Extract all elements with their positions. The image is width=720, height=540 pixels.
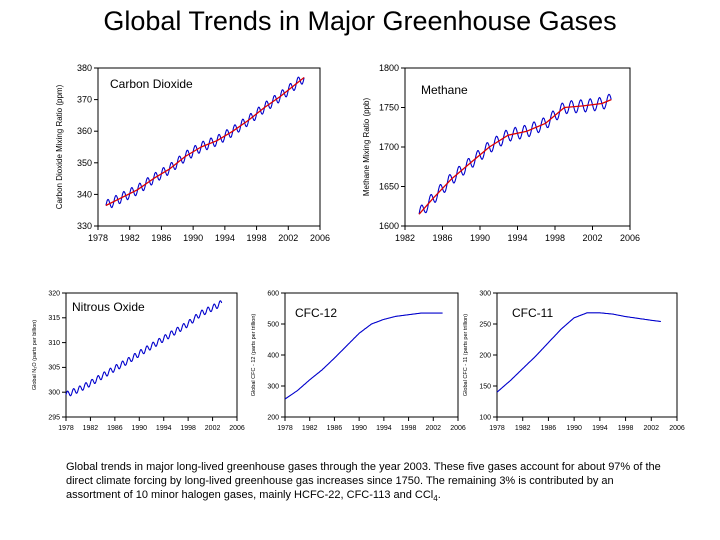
ch4-xtick-label: 1982 <box>395 233 415 243</box>
ch4-xtick-label: 2002 <box>582 233 602 243</box>
ch4-ytick-label: 1800 <box>379 63 399 73</box>
co2-xtick-label: 2006 <box>310 233 330 243</box>
co2-xtick-label: 2002 <box>278 233 298 243</box>
co2-plot-frame <box>97 67 321 227</box>
n2o-data-line <box>65 300 223 397</box>
cfc12-ytick-label: 200 <box>267 414 279 421</box>
n2o-xtick-label: 1990 <box>131 425 147 432</box>
cfc12-xtick-label: 1994 <box>376 425 392 432</box>
n2o-chart-title: Nitrous Oxide <box>72 300 145 314</box>
cfc11-chart-title: CFC-11 <box>512 306 553 320</box>
n2o-plot-frame <box>65 292 238 418</box>
ch4-ytick-label: 1600 <box>379 221 399 231</box>
ch4-xtick-label: 2006 <box>620 233 640 243</box>
co2-xtick-label: 1994 <box>215 233 235 243</box>
cfc12-xtick-label: 1990 <box>351 425 367 432</box>
ch4-xtick-label: 1986 <box>432 233 452 243</box>
co2-xtick-label: 1982 <box>120 233 140 243</box>
n2o-y-axis-label: Global N₂O (parts per billion) <box>32 320 38 390</box>
ch4-chart-title: Methane <box>421 83 468 97</box>
co2-ytick-label: 360 <box>77 126 92 136</box>
n2o-xtick-label: 1998 <box>180 425 196 432</box>
ch4-y-axis-label: Methane Mixing Ratio (ppb) <box>362 98 371 197</box>
cfc12-xtick-label: 2006 <box>450 425 466 432</box>
cfc11-ytick-label: 300 <box>479 290 491 297</box>
ch4-xtick-label: 1994 <box>507 233 527 243</box>
n2o-xtick-label: 2002 <box>205 425 221 432</box>
ch4-ytick-label: 1750 <box>379 103 399 113</box>
caption-subscript: 4 <box>433 494 438 504</box>
n2o-xtick-label: 1978 <box>58 425 74 432</box>
cfc12-data-line <box>284 312 443 400</box>
co2-ytick-label: 380 <box>77 63 92 73</box>
figure-caption: Global trends in major long-lived greenh… <box>66 460 666 506</box>
cfc11-xtick-label: 1978 <box>489 425 505 432</box>
ch4-data-line <box>418 93 612 215</box>
co2-chart-title: Carbon Dioxide <box>110 77 193 91</box>
cfc11-ytick-label: 100 <box>479 414 491 421</box>
co2-ytick-label: 350 <box>77 158 92 168</box>
co2-ytick-label: 340 <box>77 189 92 199</box>
cfc12-xtick-label: 1978 <box>277 425 293 432</box>
ch4-xtick-label: 1998 <box>545 233 565 243</box>
caption-end: . <box>437 489 441 501</box>
n2o-xtick-label: 1994 <box>156 425 172 432</box>
cfc11-xtick-label: 1982 <box>515 425 531 432</box>
cfc11-ytick-label: 200 <box>479 352 491 359</box>
co2-xtick-label: 1986 <box>151 233 171 243</box>
cfc11-ytick-label: 250 <box>479 321 491 328</box>
cfc11-xtick-label: 1986 <box>541 425 557 432</box>
n2o-ytick-label: 305 <box>48 365 60 372</box>
caption-text: Global trends in major long-lived greenh… <box>66 461 661 501</box>
cfc11-xtick-label: 2002 <box>643 425 659 432</box>
co2-ytick-label: 370 <box>77 95 92 105</box>
cfc12-xtick-label: 1982 <box>302 425 318 432</box>
n2o-ytick-label: 300 <box>48 390 60 397</box>
n2o-ytick-label: 295 <box>48 414 60 421</box>
n2o-xtick-label: 2006 <box>229 425 245 432</box>
co2-ytick-label: 330 <box>77 221 92 231</box>
co2-trend-line <box>105 76 305 207</box>
page-title: Global Trends in Major Greenhouse Gases <box>103 6 617 36</box>
co2-xtick-label: 1998 <box>247 233 267 243</box>
n2o-xtick-label: 1982 <box>83 425 99 432</box>
cfc12-ytick-label: 300 <box>267 383 279 390</box>
cfc12-ytick-label: 500 <box>267 321 279 328</box>
cfc12-xtick-label: 1998 <box>401 425 417 432</box>
ch4-xtick-label: 1990 <box>470 233 490 243</box>
cfc12-xtick-label: 1986 <box>327 425 343 432</box>
co2-xtick-label: 1990 <box>183 233 203 243</box>
cfc12-chart-title: CFC-12 <box>295 306 337 320</box>
co2-y-axis-label: Carbon Dioxide Mixing Ratio (ppm) <box>55 84 64 209</box>
n2o-ytick-label: 320 <box>48 290 60 297</box>
cfc12-ytick-label: 600 <box>267 290 279 297</box>
cfc11-xtick-label: 1998 <box>618 425 634 432</box>
ch4-trend-line <box>418 98 612 215</box>
cfc12-ytick-label: 400 <box>267 352 279 359</box>
ch4-ytick-label: 1650 <box>379 182 399 192</box>
cfc11-xtick-label: 1990 <box>566 425 582 432</box>
n2o-ytick-label: 310 <box>48 340 60 347</box>
cfc11-xtick-label: 2006 <box>669 425 685 432</box>
co2-xtick-label: 1978 <box>88 233 108 243</box>
cfc11-xtick-label: 1994 <box>592 425 608 432</box>
cfc12-y-axis-label: Global CFC - 12 (parts per trillion) <box>251 314 257 397</box>
cfc11-y-axis-label: Global CFC - 11 (parts per trillion) <box>463 314 469 396</box>
cfc11-ytick-label: 150 <box>479 383 491 390</box>
cfc12-xtick-label: 2002 <box>425 425 441 432</box>
ch4-ytick-label: 1700 <box>379 142 399 152</box>
n2o-ytick-label: 315 <box>48 315 60 322</box>
cfc11-data-line <box>496 312 661 393</box>
n2o-xtick-label: 1986 <box>107 425 123 432</box>
